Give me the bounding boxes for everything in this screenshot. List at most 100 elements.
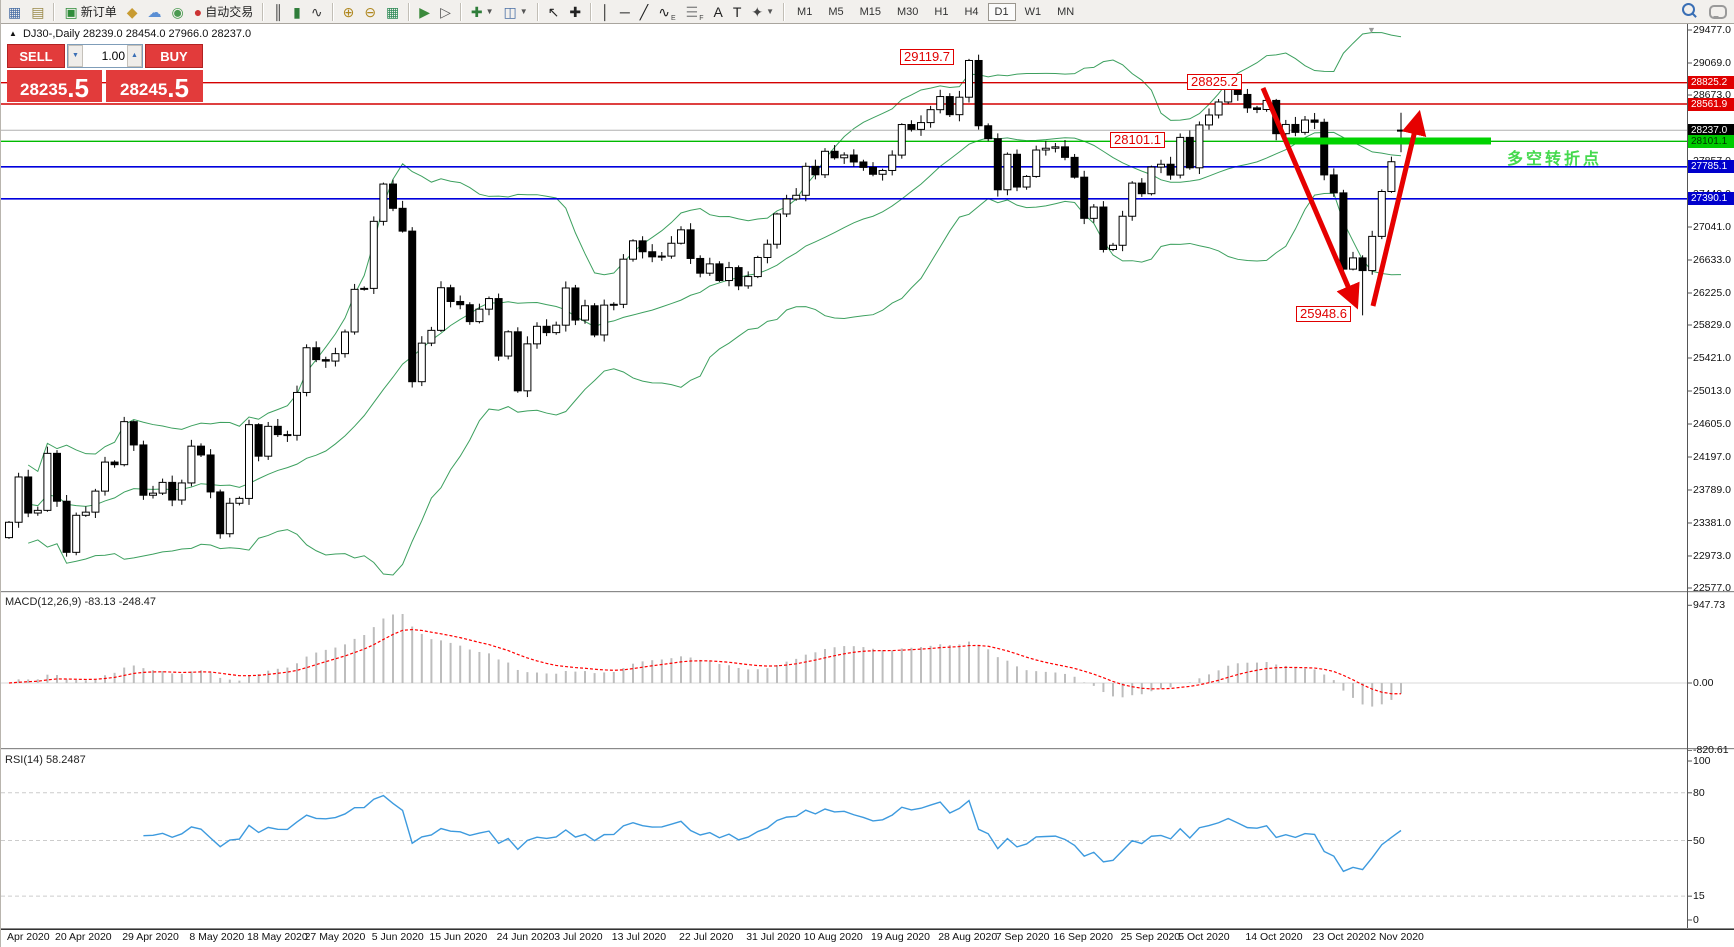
- trendline-icon: ╱: [639, 3, 649, 20]
- main-macd-separator[interactable]: [1, 591, 1734, 593]
- sell-button[interactable]: SELL: [7, 44, 65, 68]
- price-tick-label: 24197.0: [1693, 450, 1731, 463]
- price-tick-label: 27041.0: [1693, 220, 1731, 233]
- timeframe-mn[interactable]: MN: [1057, 5, 1075, 18]
- price-tick-label: 22973.0: [1693, 549, 1731, 562]
- profiles-icon: ▤: [31, 3, 45, 20]
- price-badge-28825.2: 28825.2: [1688, 76, 1734, 90]
- annotation-peak-28825[interactable]: 28825.2: [1187, 74, 1242, 90]
- indicators-icon[interactable]: ✚ ▼: [470, 3, 494, 20]
- arrows-icon[interactable]: ✦ ▼: [751, 3, 775, 20]
- sell-price[interactable]: 28235 .5: [7, 70, 102, 102]
- volume-increase-button[interactable]: ▲: [127, 45, 142, 67]
- new-chart-icon: ▦: [8, 3, 22, 20]
- collapse-icon[interactable]: ▲: [9, 29, 17, 38]
- community-icon[interactable]: ☁: [144, 2, 166, 22]
- vertical-line-icon[interactable]: │: [597, 2, 614, 22]
- timeframe-h4[interactable]: H4: [964, 5, 979, 18]
- volume-input[interactable]: [83, 45, 127, 67]
- time-axis-label: 27 May 2020: [304, 931, 366, 943]
- sell-price-main: 28235: [20, 80, 68, 99]
- chart-shift-icon[interactable]: ▷: [436, 2, 455, 22]
- rsi-tick-label: 15: [1693, 890, 1705, 903]
- line-chart-icon[interactable]: ∿: [307, 2, 327, 22]
- toolbar-separator: [262, 2, 265, 21]
- new-order-label: 新订单: [80, 5, 117, 19]
- timeframe-w1[interactable]: W1: [1024, 5, 1042, 18]
- zoom-in-icon: ⊕: [342, 3, 355, 20]
- timeframe-m5[interactable]: M5: [828, 5, 844, 18]
- time-axis-label: 25 Sep 2020: [1120, 931, 1181, 943]
- macd-rsi-separator[interactable]: [1, 748, 1734, 750]
- trend-arrows[interactable]: [1260, 87, 1491, 310]
- sell-price-frac: .5: [67, 73, 89, 103]
- time-axis-label: 23 Oct 2020: [1312, 931, 1370, 943]
- buy-button[interactable]: BUY: [145, 44, 203, 68]
- zoom-in-icon[interactable]: ⊕: [339, 2, 359, 22]
- annotation-high-29119[interactable]: 29119.7: [900, 49, 955, 65]
- trumpet-icon[interactable]: ◆: [123, 2, 142, 22]
- candlestick-icon[interactable]: ▮: [289, 2, 305, 22]
- timeframe-d1[interactable]: D1: [987, 2, 1016, 21]
- annotation-low-25948[interactable]: 25948.6: [1296, 306, 1351, 322]
- bar-chart-icon[interactable]: ║: [269, 2, 287, 22]
- time-axis-label: 28 Aug 2020: [938, 931, 998, 943]
- annotation-pivot-28101[interactable]: 28101.1: [1110, 132, 1165, 148]
- profiles-icon[interactable]: ▤: [27, 2, 48, 22]
- timeframe-m1[interactable]: M1: [797, 5, 813, 18]
- toolbar-separator: [590, 2, 593, 21]
- time-axis-label: 22 Jul 2020: [679, 931, 734, 943]
- signals-icon[interactable]: ◉: [168, 2, 188, 22]
- macd-indicator: [1, 613, 1687, 707]
- arrows-icon: ✦: [751, 3, 764, 20]
- buy-price-main: 28245: [120, 80, 168, 99]
- horizontal-lines[interactable]: [1, 82, 1687, 200]
- horizontal-line-icon[interactable]: ─: [616, 2, 634, 22]
- chart-shift-icon: ▷: [440, 3, 451, 20]
- pivot-annotation-text[interactable]: 多空转折点: [1507, 151, 1603, 168]
- zoom-out-icon[interactable]: ⊖: [360, 2, 380, 22]
- text-label-icon[interactable]: T: [729, 2, 746, 22]
- crosshair-icon: ✚: [569, 3, 582, 20]
- crosshair-icon[interactable]: ✚: [565, 2, 585, 22]
- symbol-title: ▲ DJ30-,Daily 28239.0 28454.0 27966.0 28…: [9, 28, 251, 40]
- time-axis-label: 18 May 2020: [247, 931, 308, 943]
- templates-icon[interactable]: ◫ ▼: [503, 3, 528, 20]
- cursor-icon: ↖: [547, 3, 560, 20]
- new-chart-icon[interactable]: ▦: [4, 2, 25, 22]
- time-axis-label: 15 Jun 2020: [429, 931, 488, 943]
- cursor-icon[interactable]: ↖: [544, 2, 564, 22]
- price-badge-28561.9: 28561.9: [1688, 97, 1734, 111]
- timeframe-m30[interactable]: M30: [897, 5, 919, 18]
- price-tick-label: 29477.0: [1693, 24, 1731, 36]
- fibonacci-icon[interactable]: ☰ F: [685, 3, 704, 22]
- auto-scroll-icon[interactable]: ▶: [415, 2, 434, 22]
- trendline-icon[interactable]: ╱: [636, 2, 652, 22]
- community-icon: ☁: [147, 3, 162, 20]
- text-icon[interactable]: A: [709, 2, 726, 22]
- toolbar-separator: [331, 2, 334, 21]
- macd-tick-label: 0.00: [1693, 677, 1714, 689]
- buy-price[interactable]: 28245 .5: [106, 70, 203, 102]
- chat-icon[interactable]: [1709, 5, 1727, 19]
- candlestick-icon: ▮: [293, 3, 301, 20]
- waves-tool-icon[interactable]: ∿ E: [658, 3, 676, 22]
- trumpet-icon: ◆: [126, 3, 138, 20]
- line-chart-icon: ∿: [310, 3, 323, 20]
- price-tick-label: 22577.0: [1693, 582, 1731, 594]
- toolbar-separator: [459, 2, 462, 21]
- chart-shift-marker[interactable]: ▼: [1367, 25, 1376, 35]
- tile-windows-icon[interactable]: ▦: [382, 2, 403, 22]
- autotrading-icon[interactable]: ● 自动交易: [190, 2, 257, 22]
- time-axis-label: 19 Aug 2020: [871, 931, 930, 943]
- indicators-icon: ✚: [470, 3, 483, 20]
- timeframe-h1[interactable]: H1: [934, 5, 949, 18]
- volume-decrease-button[interactable]: ▼: [68, 45, 83, 67]
- toolbar-separator: [53, 2, 56, 21]
- pivot-level-bar: [1286, 137, 1491, 145]
- time-axis-border: [1, 928, 1734, 930]
- timeframe-m15[interactable]: M15: [859, 5, 882, 18]
- new-order-icon[interactable]: ▣ 新订单: [60, 2, 120, 22]
- search-icon[interactable]: [1682, 3, 1695, 16]
